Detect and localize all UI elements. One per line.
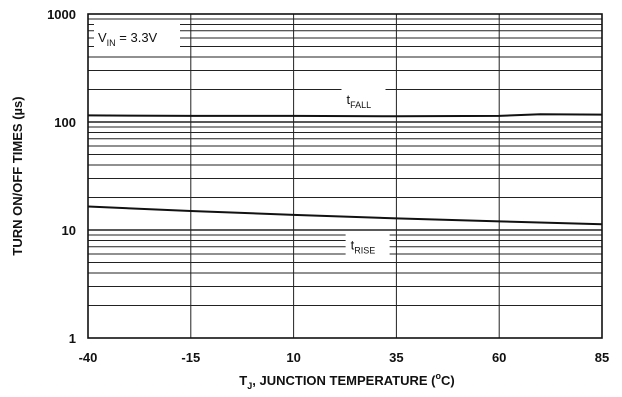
x-tick-label: -40 — [79, 350, 98, 365]
plot-border — [87, 13, 603, 339]
series-line-trise — [87, 205, 603, 226]
annotation-vin: VIN = 3.3V — [98, 30, 158, 48]
series-label-trise: tRISE — [351, 237, 376, 255]
y-tick-label: 100 — [54, 115, 76, 130]
series-label-tfall-bg — [341, 87, 386, 110]
x-tick-label: 35 — [389, 350, 403, 365]
x-tick-label: -15 — [181, 350, 200, 365]
y-tick-label: 10 — [62, 223, 76, 238]
x-tick-label: 60 — [492, 350, 506, 365]
series-label-trise-bg — [345, 233, 390, 256]
series-line-tfall — [87, 113, 603, 118]
y-axis-title: TURN ON/OFF TIMES (µs) — [10, 96, 25, 255]
y-tick-label: 1000 — [47, 7, 76, 22]
series-label-tfall: tFALL — [347, 92, 372, 110]
annotation-bg — [94, 23, 180, 50]
x-axis-title: TJ, JUNCTION TEMPERATURE (oC) — [239, 371, 454, 391]
plot-area — [88, 14, 602, 338]
x-tick-label: 10 — [286, 350, 300, 365]
x-tick-label: 85 — [595, 350, 609, 365]
y-tick-label: 1 — [69, 331, 76, 346]
